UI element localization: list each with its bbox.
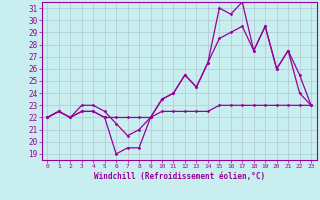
X-axis label: Windchill (Refroidissement éolien,°C): Windchill (Refroidissement éolien,°C): [94, 172, 265, 181]
